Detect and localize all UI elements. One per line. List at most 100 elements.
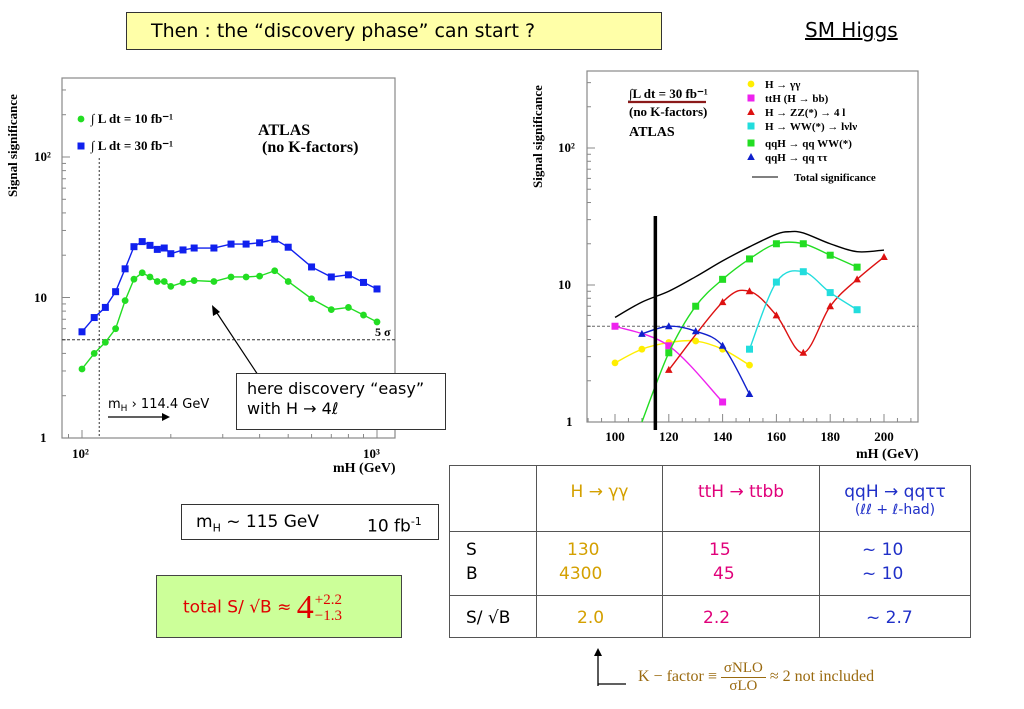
data-point: [746, 345, 753, 353]
kfactor-denominator: σLO: [729, 678, 758, 694]
mass-lumi-box: mH ~ 115 GeV 10 fb-1: [181, 504, 439, 540]
data-point: [746, 361, 753, 369]
mass-cut-arrowhead: [162, 413, 170, 421]
x-axis-label: mH (GeV): [333, 461, 396, 476]
data-point: [719, 275, 727, 283]
data-point: [826, 302, 834, 310]
data-point: [611, 322, 619, 330]
kfactor-numerator: σNLO: [720, 660, 766, 678]
header-empty: [449, 465, 537, 532]
data-point: [190, 244, 198, 252]
data-point: [308, 295, 315, 303]
x-tick-label: 200: [874, 429, 894, 444]
data-point: [271, 267, 279, 275]
data-point: [101, 338, 109, 346]
data-point: [853, 275, 861, 283]
data-point: [360, 311, 367, 319]
kfactor-suffix: ≈ 2 not included: [769, 668, 875, 686]
data-point: [799, 268, 807, 276]
y-tick-label: 1: [566, 414, 573, 429]
cell-gg-b: 4300: [559, 564, 603, 584]
data-point: [284, 243, 292, 251]
data-point: [327, 306, 335, 314]
y-tick-label: 10: [558, 277, 571, 292]
data-point: [112, 288, 120, 296]
legend-marker: [747, 108, 755, 115]
legend-label: qqH → qq WW(*): [765, 138, 852, 150]
plot-frame: [586, 70, 919, 423]
data-point: [853, 306, 861, 314]
data-point: [160, 244, 168, 252]
data-point: [665, 342, 673, 350]
plot-frame: [61, 77, 396, 439]
data-point: [692, 302, 700, 310]
data-point: [256, 272, 264, 280]
five-sigma-label: 5 σ: [375, 325, 391, 339]
data-point: [78, 328, 86, 336]
legend-marker: [77, 115, 85, 123]
data-point: [78, 365, 86, 373]
data-point: [138, 238, 146, 246]
data-point: [719, 398, 727, 406]
luminosity-label: 10 fb-1: [367, 515, 422, 537]
easy-note-line1: here discovery “easy”: [247, 379, 425, 398]
cell-gg-sb: 130 4300: [536, 531, 663, 596]
data-point: [256, 239, 264, 247]
data-point: [160, 278, 168, 285]
data-point: [745, 390, 754, 398]
data-point: [611, 359, 619, 367]
no-kfactor-label: (no K-factors): [262, 139, 358, 156]
legend-marker: [747, 80, 755, 88]
data-point: [153, 245, 161, 253]
data-point: [327, 273, 335, 281]
table-row: S/ √B 2.0 2.2 ~ 2.7: [449, 595, 971, 638]
data-point: [101, 303, 109, 311]
header-tth-ttbb: ttH → ttbb: [662, 465, 820, 532]
data-point: [138, 269, 146, 277]
data-point: [130, 275, 138, 283]
header-qqh-label: qqH → qqττ: [844, 482, 946, 502]
cell-qq-sb: ~ 10 ~ 10: [819, 531, 971, 596]
header-qqh-note: (ℓℓ + ℓ-had): [854, 502, 936, 518]
legend-label: ∫ L dt = 10 fb⁻¹: [90, 111, 173, 127]
kfactor-arrow-icon: [594, 648, 626, 686]
data-point: [179, 279, 187, 286]
table-row: S B 130 4300 15 45 ~ 10 ~ 10: [449, 531, 971, 596]
legend-marker: [747, 94, 755, 102]
data-point: [745, 287, 754, 295]
lumi-label: ∫L dt = 30 fb⁻¹: [628, 86, 708, 102]
header-h-gamma-gamma: H → γγ: [536, 465, 663, 532]
data-point: [692, 337, 700, 345]
data-point: [227, 273, 235, 281]
data-point: [242, 273, 250, 281]
data-point: [146, 273, 154, 281]
header-qqh-qqtautau: qqH → qqττ (ℓℓ + ℓ-had): [819, 465, 971, 532]
y-tick-label: 1: [40, 430, 47, 445]
legend-label: H → ZZ(*) → 4 l: [765, 107, 845, 119]
discovery-easy-note: here discovery “easy” with H → 4ℓ: [236, 373, 446, 430]
data-point: [344, 271, 352, 279]
row-label-s: S: [466, 540, 477, 560]
row-labels-s-b: S B: [449, 531, 537, 596]
data-point: [880, 253, 888, 261]
kfactor-fraction: σNLO σLO: [720, 660, 766, 695]
data-point: [665, 365, 673, 373]
data-point: [799, 240, 807, 248]
data-point: [826, 289, 834, 297]
total-significance-box: total S/ √B ≈ 4 +2.2 −1.3: [156, 575, 402, 638]
cell-tth-s: 15: [709, 540, 731, 560]
data-point: [373, 318, 381, 326]
data-point: [242, 240, 250, 248]
chart-right-channel-significance: 1 10 10² 100 120 140 160 180 200 mH (GeV) Signal s…: [530, 70, 919, 462]
data-point: [153, 278, 161, 285]
cell-qq-ratio: ~ 2.7: [819, 595, 971, 638]
data-point: [665, 349, 673, 357]
data-point: [146, 241, 154, 249]
cell-tth-ratio: 2.2: [662, 595, 820, 638]
data-point: [130, 243, 138, 251]
data-point: [772, 311, 781, 319]
cell-gg-ratio: 2.0: [536, 595, 663, 638]
mass-symbol: m: [196, 512, 213, 532]
legend-marker: [747, 153, 755, 160]
row-label-s-over-sqrtb: S/ √B: [449, 595, 537, 638]
